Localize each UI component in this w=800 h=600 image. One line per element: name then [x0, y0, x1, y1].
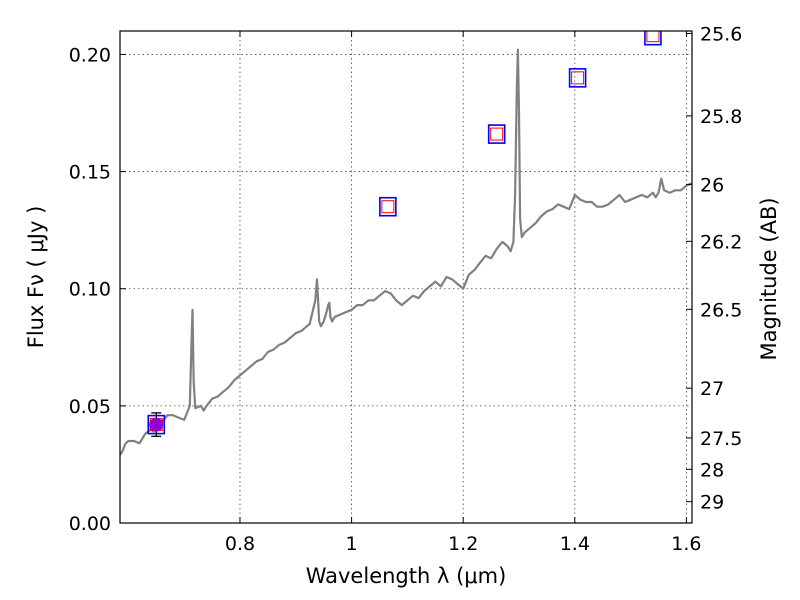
x-tick-label: 0.8: [225, 533, 255, 555]
mag-tick-label: 28: [700, 459, 724, 481]
y-tick-label: 0.10: [69, 279, 111, 301]
y-axis-label: Flux Fν ( μJy ): [24, 206, 48, 349]
plot-frame: [119, 30, 693, 524]
measured-point: [149, 417, 164, 432]
plot-area: [120, 31, 692, 456]
mag-tick-label: 26.5: [700, 299, 742, 321]
y-tick-label: 0.05: [69, 396, 111, 418]
mag-tick-label: 25.6: [700, 24, 742, 46]
mag-tick-label: 25.8: [700, 106, 742, 128]
x-tick-label: 1.2: [448, 533, 478, 555]
photometry-square-inner: [646, 31, 660, 43]
photometry-square-outer: [379, 196, 397, 217]
mag-tick-label: 29: [700, 492, 724, 514]
photometry-square-inner: [490, 127, 504, 141]
x-tick-label: 1.4: [560, 533, 590, 555]
photometry-square-inner: [571, 71, 585, 85]
ticks: [120, 31, 692, 524]
tick-labels: 0.8 1 1.2 1.4 1.6 0.00 0.05 0.10 0.15 0.20 25.6 25.…: [69, 24, 743, 555]
grid: [120, 31, 692, 524]
y-tick-label: 0.00: [69, 513, 111, 535]
photometry-square-inner: [381, 200, 395, 214]
x-tick-label: 1.6: [671, 533, 701, 555]
spectrum-line: [120, 48, 692, 456]
y-tick-label: 0.15: [69, 162, 111, 184]
y-tick-label: 0.20: [69, 44, 111, 66]
x-tick-label: 1: [346, 533, 358, 555]
y-axis-right-label: Magnitude (AB): [757, 197, 781, 360]
photometry-square-outer: [487, 124, 506, 144]
mag-tick-label: 27: [700, 378, 724, 400]
mag-tick-label: 27.5: [700, 428, 742, 450]
mag-tick-label: 26: [700, 174, 724, 196]
mag-tick-label: 26.2: [700, 231, 742, 253]
x-axis-label: Wavelength λ (μm): [306, 564, 507, 588]
photometry-square-outer: [568, 68, 587, 88]
photometry-square-outer: [644, 31, 662, 46]
